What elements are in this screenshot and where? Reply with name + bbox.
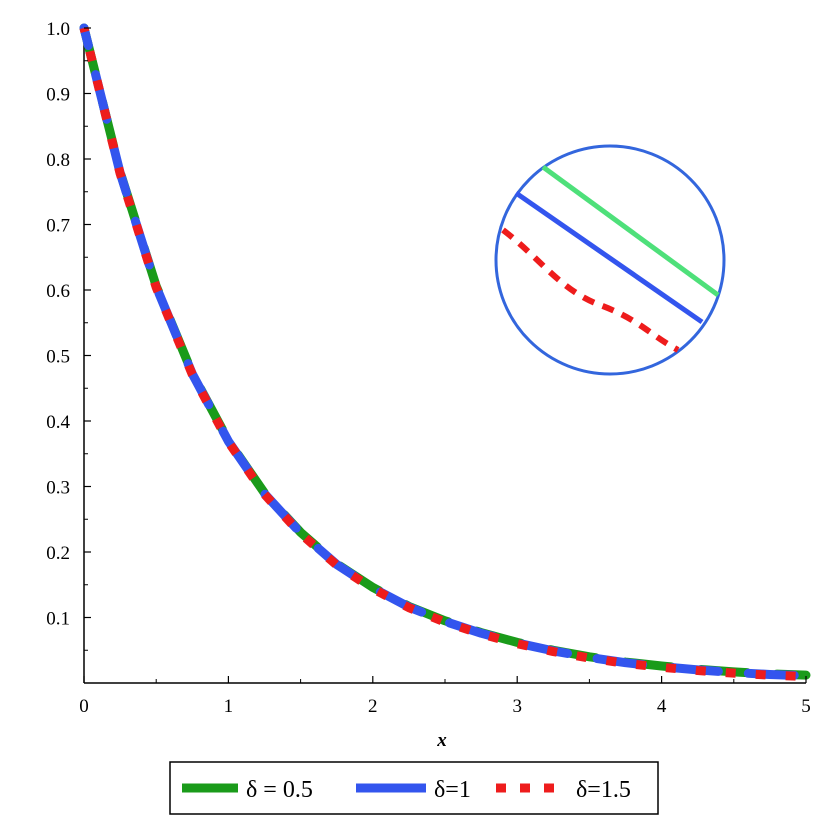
- y-axis-ticks: 0.1 0.2 0.3 0.4 0.5 0.6 0.7 0.8 0.9 1.0: [46, 19, 91, 651]
- inset-line-1: [541, 164, 720, 298]
- series-line-2: [79, 23, 811, 681]
- x-tick-label: 5: [801, 696, 811, 717]
- y-tick-label: 0.8: [46, 150, 70, 171]
- x-tick-label: 3: [512, 696, 522, 717]
- x-axis-title: x: [436, 730, 447, 751]
- x-tick-label: 4: [657, 696, 667, 717]
- x-tick-label: 1: [224, 696, 234, 717]
- x-tick-label: 2: [368, 696, 378, 717]
- y-tick-label: 0.7: [46, 216, 70, 237]
- zoom-inset: [494, 144, 726, 376]
- y-tick-label: 0.3: [46, 478, 70, 499]
- x-axis-ticks: 0 1 2 3 4 5: [79, 676, 811, 717]
- inset-line-2: [514, 190, 704, 325]
- legend-label-1: δ = 0.5: [246, 777, 313, 803]
- legend: δ = 0.5 δ=1 δ=1.5: [169, 761, 659, 815]
- y-tick-label: 0.2: [46, 543, 70, 564]
- series-layer: [79, 23, 811, 681]
- y-tick-label: 1.0: [46, 19, 70, 40]
- legend-label-3: δ=1.5: [576, 777, 631, 803]
- series-line-1: [79, 23, 811, 680]
- y-tick-label: 0.9: [46, 85, 70, 106]
- series-line-3: [79, 26, 807, 681]
- x-tick-label: 0: [79, 696, 89, 717]
- y-tick-label: 0.5: [46, 347, 70, 368]
- y-tick-label: 0.1: [46, 609, 70, 630]
- y-tick-label: 0.6: [46, 281, 70, 302]
- axes: [83, 28, 806, 684]
- y-tick-label: 0.4: [46, 412, 70, 433]
- legend-label-2: δ=1: [434, 777, 471, 803]
